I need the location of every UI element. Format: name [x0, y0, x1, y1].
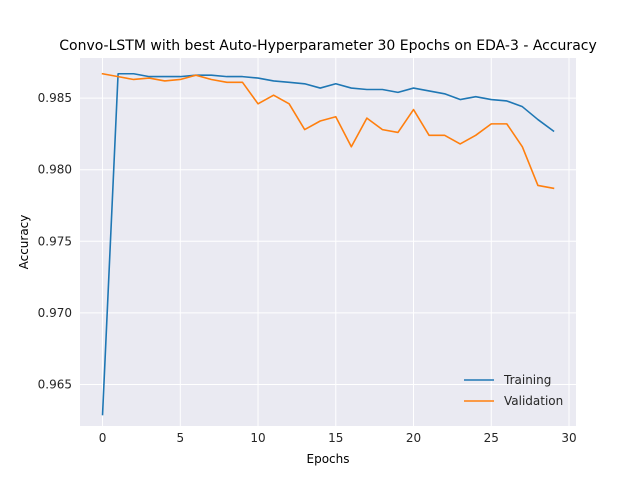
y-tick-label: 0.965 [38, 377, 72, 391]
x-tick-label: 25 [484, 431, 499, 445]
y-tick-label: 0.980 [38, 163, 72, 177]
y-tick-label: 0.970 [38, 306, 72, 320]
tick-labels: 0 5 10 15 20 25 30 0.965 0.970 0.975 0.980 0.985 [38, 91, 577, 445]
x-tick-label: 30 [561, 431, 576, 445]
legend-label-validation: Validation [504, 394, 563, 408]
legend: Training Validation [464, 373, 563, 408]
y-tick-label: 0.975 [38, 234, 72, 248]
x-tick-label: 5 [176, 431, 184, 445]
series-line-training [101, 72, 555, 416]
grid [80, 58, 576, 426]
x-axis-label: Epochs [307, 452, 350, 466]
x-tick-label: 0 [99, 431, 107, 445]
y-axis-label: Accuracy [17, 215, 31, 270]
y-tick-label: 0.985 [38, 91, 72, 105]
chart-title: Convo-LSTM with best Auto-Hyperparameter… [59, 38, 597, 54]
plot-area [80, 58, 576, 426]
series-lines [101, 72, 555, 416]
x-tick-label: 20 [406, 431, 421, 445]
x-tick-label: 15 [328, 431, 343, 445]
x-tick-label: 10 [250, 431, 265, 445]
series-line-validation [101, 72, 555, 190]
legend-label-training: Training [503, 373, 551, 387]
